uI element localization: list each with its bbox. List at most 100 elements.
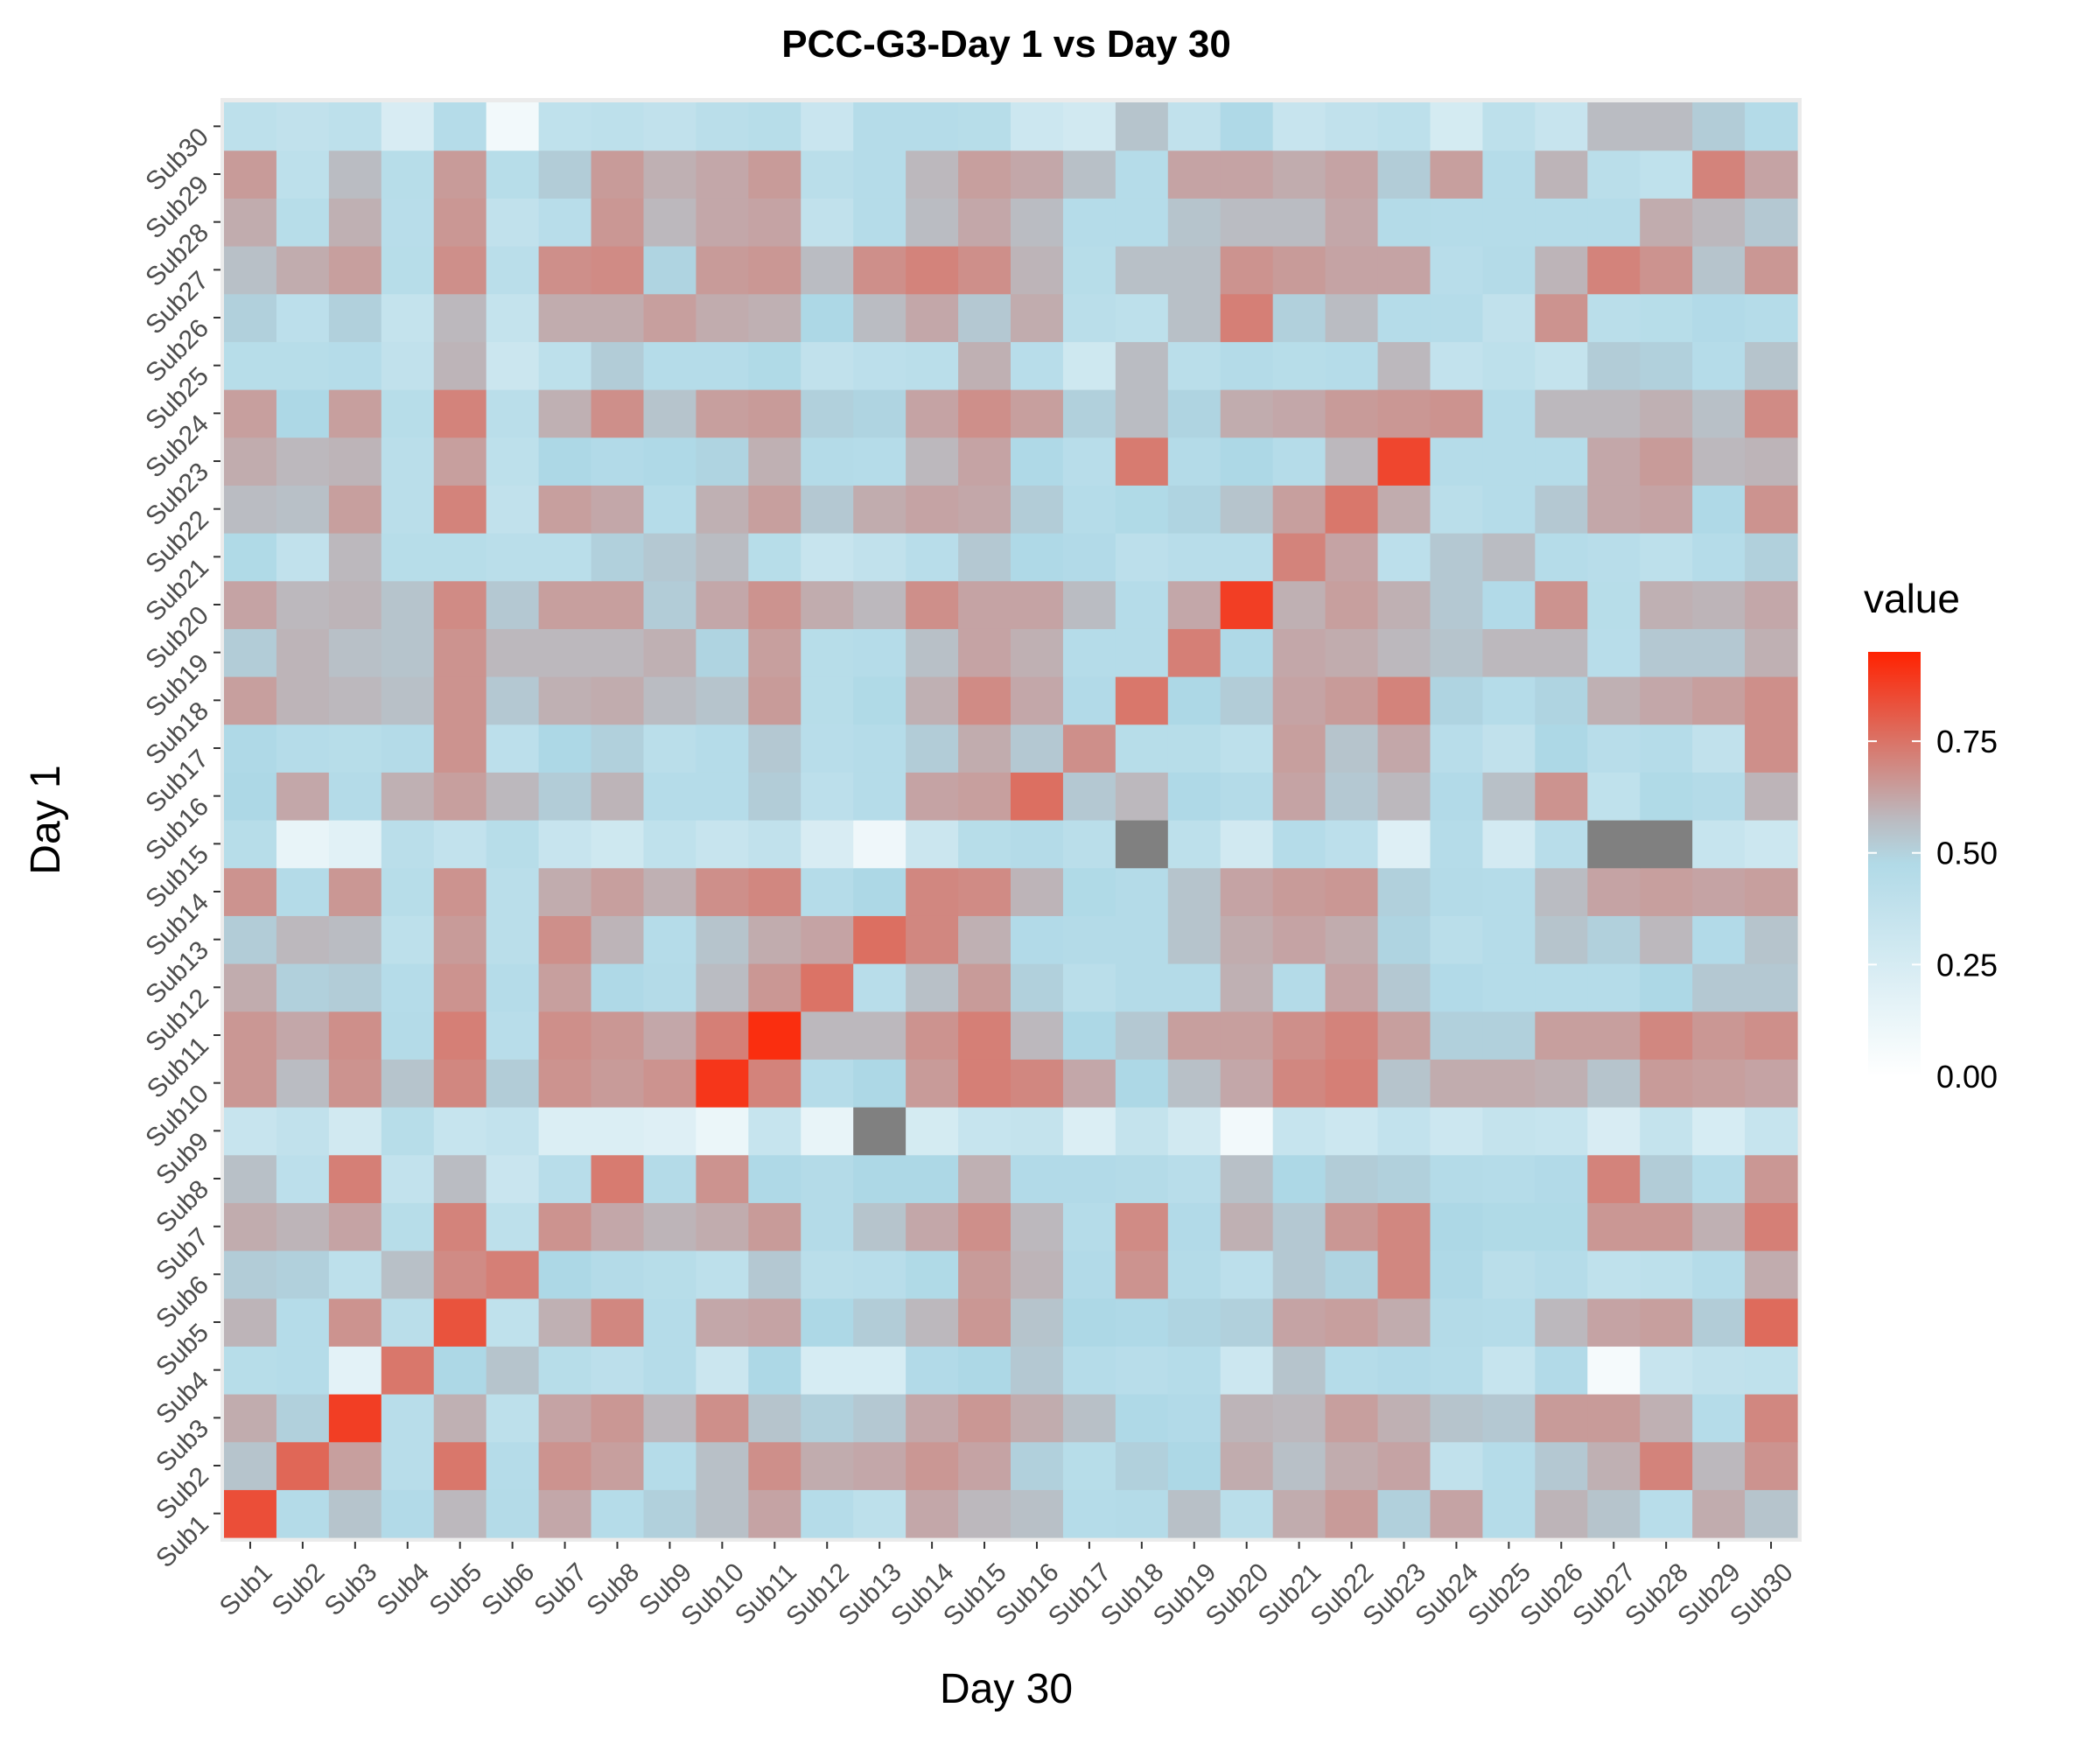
- heatmap-cell: [538, 198, 592, 247]
- heatmap-cell: [1115, 1011, 1169, 1060]
- heatmap-cell: [538, 150, 592, 199]
- heatmap-cell: [328, 963, 382, 1012]
- heatmap-cell: [591, 389, 645, 438]
- heatmap-cell: [643, 293, 696, 342]
- heatmap-cell: [1062, 485, 1116, 534]
- heatmap-cell: [1220, 389, 1274, 438]
- heatmap-cell: [1430, 1202, 1483, 1251]
- heatmap-cell: [1482, 293, 1536, 342]
- heatmap-cell: [1011, 246, 1064, 295]
- heatmap-cell: [1482, 820, 1536, 869]
- heatmap-cell: [433, 246, 487, 295]
- heatmap-cell: [1377, 198, 1432, 247]
- heatmap-cell: [853, 1059, 906, 1108]
- heatmap-cell: [328, 867, 382, 916]
- heatmap-cell: [643, 1011, 696, 1060]
- heatmap-cell: [1587, 437, 1641, 486]
- heatmap-cell: [591, 580, 645, 629]
- x-tick-label: Sub3: [319, 1558, 383, 1621]
- heatmap-cell: [1535, 1107, 1588, 1156]
- heatmap-cell: [486, 915, 540, 964]
- heatmap-cell: [801, 1394, 854, 1443]
- heatmap-cell: [224, 1441, 277, 1490]
- heatmap-cell: [538, 1394, 592, 1443]
- heatmap-cell: [1587, 293, 1641, 342]
- heatmap-cell: [1220, 1346, 1274, 1395]
- heatmap-cell: [801, 1489, 854, 1538]
- heatmap-cell: [1377, 150, 1432, 199]
- heatmap-cell: [538, 963, 592, 1012]
- heatmap-cell: [1587, 1346, 1641, 1395]
- heatmap-cell: [1430, 676, 1483, 725]
- heatmap-cell: [1640, 150, 1693, 199]
- heatmap-cell: [1272, 389, 1326, 438]
- heatmap-cell: [1011, 1107, 1064, 1156]
- heatmap-cell: [1692, 1011, 1746, 1060]
- heatmap-cell: [1535, 724, 1588, 773]
- heatmap-cell: [276, 341, 330, 390]
- heatmap-cell: [906, 580, 959, 629]
- heatmap-cell: [696, 772, 749, 821]
- heatmap-cell: [591, 102, 645, 151]
- heatmap-cell: [1745, 150, 1798, 199]
- heatmap-cell: [853, 772, 906, 821]
- heatmap-cell: [486, 102, 540, 151]
- heatmap-cell: [276, 485, 330, 534]
- heatmap-cell: [906, 1394, 959, 1443]
- heatmap-cell: [1011, 1250, 1064, 1299]
- heatmap-cell: [958, 150, 1012, 199]
- heatmap-cell: [906, 246, 959, 295]
- heatmap-cell: [276, 1346, 330, 1395]
- heatmap-cell: [1325, 1489, 1379, 1538]
- heatmap-cell: [1272, 1059, 1326, 1108]
- heatmap-cell: [276, 437, 330, 486]
- x-tick-label: Sub1: [214, 1558, 278, 1621]
- heatmap-cell: [748, 772, 802, 821]
- heatmap-cell: [1272, 1154, 1326, 1203]
- heatmap-cell: [801, 1011, 854, 1060]
- heatmap-cell: [1745, 1011, 1798, 1060]
- heatmap-cell: [1272, 293, 1326, 342]
- heatmap-cell: [1745, 102, 1798, 151]
- heatmap-cell: [1692, 1059, 1746, 1108]
- heatmap-cell: [1587, 198, 1641, 247]
- heatmap-cell: [1377, 1298, 1432, 1347]
- heatmap-cell: [433, 341, 487, 390]
- x-tick-label: Sub2: [267, 1558, 331, 1621]
- heatmap-cell: [801, 867, 854, 916]
- heatmap-cell: [591, 1250, 645, 1299]
- heatmap-cell: [748, 867, 802, 916]
- heatmap-cell: [1745, 820, 1798, 869]
- heatmap-cell: [1167, 389, 1222, 438]
- heatmap-cell: [591, 1394, 645, 1443]
- heatmap-cell: [1430, 772, 1483, 821]
- heatmap-cell: [1430, 628, 1483, 677]
- heatmap-cell: [643, 963, 696, 1012]
- heatmap-cell: [1535, 1011, 1588, 1060]
- heatmap-cell: [1430, 1298, 1483, 1347]
- heatmap-cell: [433, 1154, 487, 1203]
- heatmap-cell: [433, 1394, 487, 1443]
- heatmap-cell: [1482, 580, 1536, 629]
- heatmap-cell: [643, 580, 696, 629]
- heatmap-cell: [1535, 1298, 1588, 1347]
- heatmap-cell: [486, 963, 540, 1012]
- heatmap-cell: [801, 1107, 854, 1156]
- heatmap-cell: [1167, 1059, 1222, 1108]
- heatmap-cell: [486, 580, 540, 629]
- heatmap-cell: [328, 1059, 382, 1108]
- heatmap-cell: [1062, 724, 1116, 773]
- heatmap-cell: [1640, 724, 1693, 773]
- heatmap-cell: [1220, 963, 1274, 1012]
- heatmap-cell: [1115, 867, 1169, 916]
- heatmap-cell: [1167, 1489, 1222, 1538]
- heatmap-cell: [1220, 580, 1274, 629]
- heatmap-cell: [276, 1154, 330, 1203]
- heatmap-cell: [696, 1441, 749, 1490]
- heatmap-cell: [486, 1059, 540, 1108]
- heatmap-cell: [1482, 963, 1536, 1012]
- heatmap-cell: [276, 1489, 330, 1538]
- heatmap-cell: [748, 389, 802, 438]
- heatmap-cell: [1535, 293, 1588, 342]
- heatmap-cell: [1115, 1059, 1169, 1108]
